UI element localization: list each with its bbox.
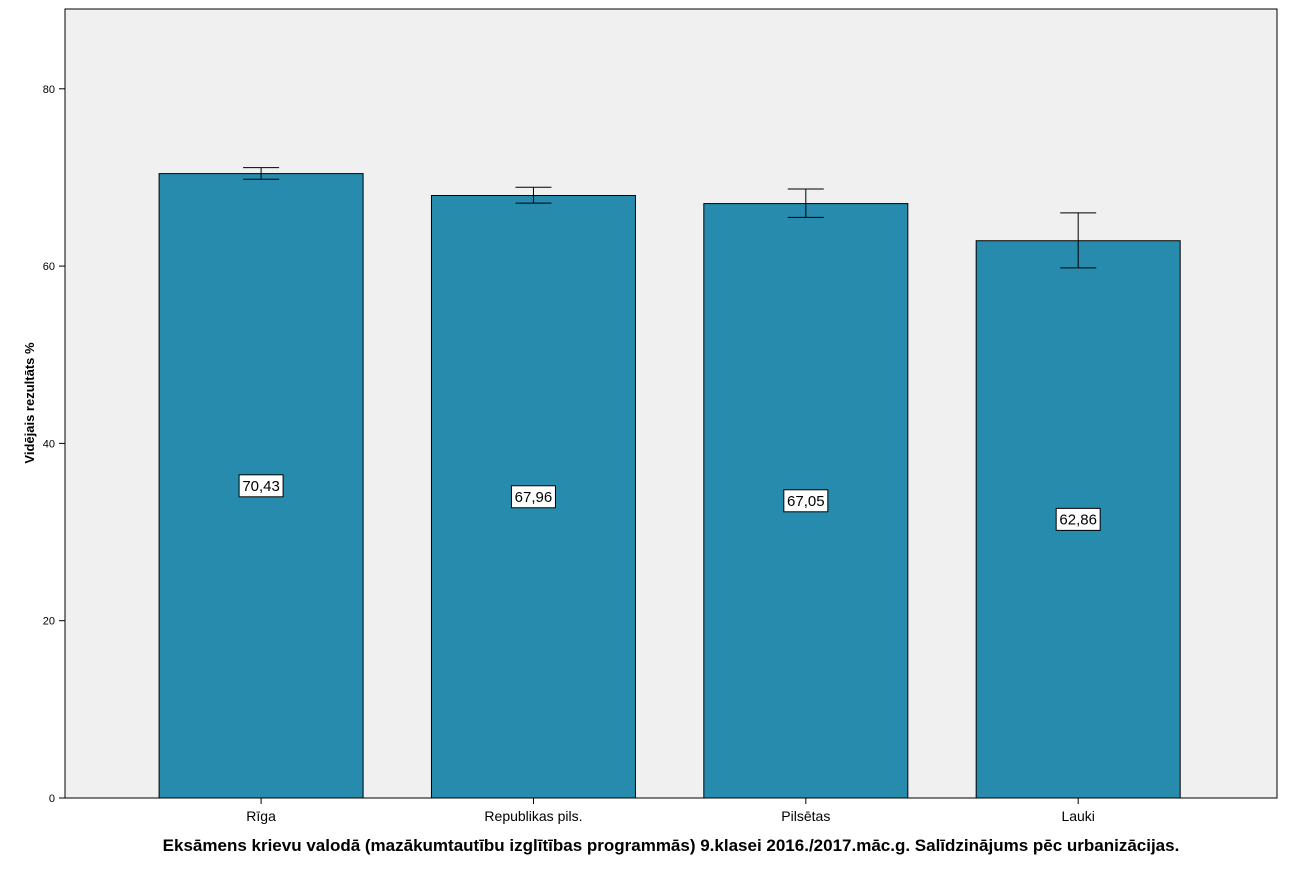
y-tick-label: 40	[43, 438, 55, 450]
data-label: 70,43	[242, 478, 280, 495]
y-tick-label: 20	[43, 616, 55, 628]
data-label-box	[783, 489, 829, 513]
data-label-box	[1055, 507, 1101, 531]
value-labels-group: 70,43 67,96 67,05 62,86	[238, 474, 1101, 531]
x-tick-label: Rīga	[246, 808, 276, 824]
data-label-box	[238, 474, 284, 498]
x-tick-label: Lauki	[1061, 808, 1094, 824]
x-tick-label: Republikas pils.	[484, 808, 582, 824]
y-axis-title: Vidējais rezultāts %	[22, 342, 37, 464]
data-label-box	[510, 485, 556, 509]
x-axis: Rīga Republikas pils. Pilsētas Lauki	[246, 798, 1095, 824]
x-tick-label: Pilsētas	[781, 808, 830, 824]
y-axis: 0 20 40 60 80	[43, 84, 65, 805]
y-tick-label: 60	[43, 261, 55, 273]
x-axis-title: Eksāmens krievu valodā (mazākumtautību i…	[163, 836, 1180, 855]
data-label: 67,96	[515, 489, 553, 506]
bars-group	[158, 173, 1181, 799]
data-label: 62,86	[1059, 511, 1097, 528]
y-tick-label: 0	[49, 793, 55, 805]
error-bars-group	[243, 167, 1097, 269]
data-label: 67,05	[787, 493, 825, 510]
y-tick-label: 80	[43, 84, 55, 96]
